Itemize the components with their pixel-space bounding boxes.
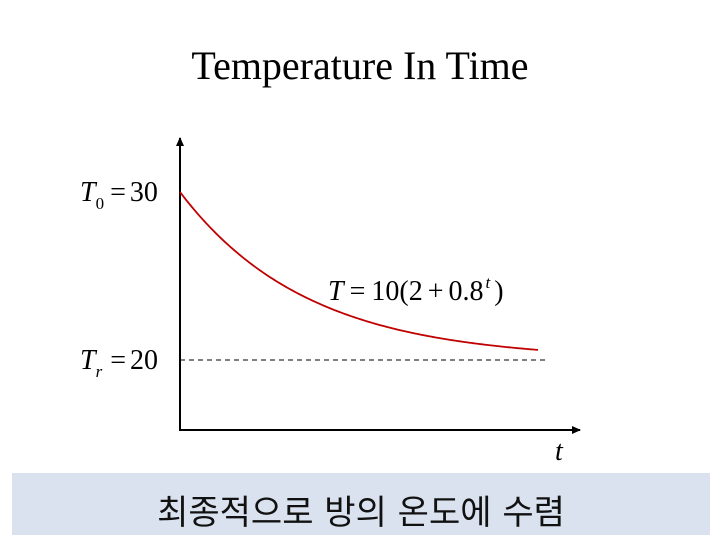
tr-subscript: r xyxy=(96,362,103,381)
t0-label: T0 = 30 xyxy=(80,177,158,213)
t0-symbol: T xyxy=(80,177,98,208)
caption-box: 최종적으로 방의 온도에 수렴 xyxy=(12,473,710,535)
tr-equals: = xyxy=(110,345,126,376)
x-axis-label: t xyxy=(555,436,564,467)
temperature-chart: t T0 = 30 Tr = 20 T = 10(2 +0.8 t) xyxy=(80,137,581,467)
tr-value: 20 xyxy=(130,345,158,376)
tr-label: Tr = 20 xyxy=(80,345,158,381)
equation-base: 0.8 xyxy=(449,276,484,307)
t0-value: 30 xyxy=(130,177,158,208)
equation-equals: = xyxy=(350,276,366,307)
chart-title: Temperature In Time xyxy=(191,43,529,88)
equation-lead: 10(2 xyxy=(371,276,422,307)
equation-close: ) xyxy=(494,276,503,307)
equation-exponent: t xyxy=(486,273,492,292)
temperature-curve xyxy=(179,191,539,351)
t0-equals: = xyxy=(110,177,126,208)
equation-T: T xyxy=(328,276,346,307)
caption-text: 최종적으로 방의 온도에 수렴 xyxy=(157,493,565,533)
equation-label: T = 10(2 +0.8 t) xyxy=(328,273,504,307)
tr-symbol: T xyxy=(80,345,98,376)
equation-plus: + xyxy=(428,276,444,307)
t0-subscript: 0 xyxy=(96,194,105,213)
